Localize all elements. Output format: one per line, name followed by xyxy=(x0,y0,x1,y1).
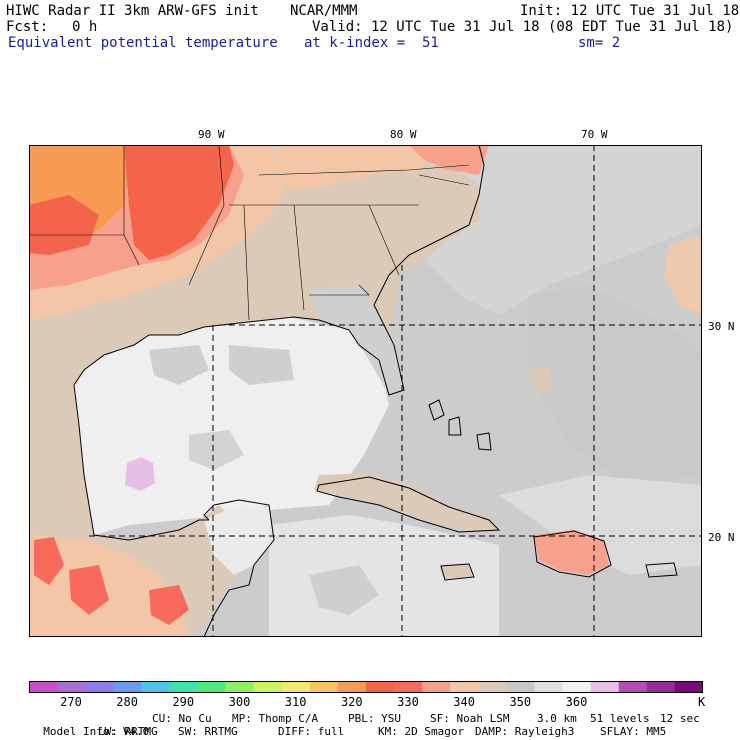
tan-patch-atlantic xyxy=(529,367,554,393)
footer-damp: DAMP: Rayleigh3 xyxy=(475,725,575,738)
footer-km: KM: 2D Smagor xyxy=(378,725,465,738)
footer-timestep: 12 sec xyxy=(660,712,700,725)
colorbar-tick-label: 320 xyxy=(340,695,363,709)
colorbar-tick-label: 310 xyxy=(284,695,307,709)
colorbar-frame xyxy=(29,681,703,693)
colorbar-swatch xyxy=(141,681,170,693)
colorbar-swatch xyxy=(478,681,507,693)
colorbar-swatch xyxy=(85,681,114,693)
model-info: Model Info: V4.0 xyxy=(43,725,150,738)
forecast-hour: 0 h xyxy=(72,19,98,35)
tan-patch-east xyxy=(664,235,702,315)
virginia-warm-region xyxy=(409,145,489,175)
footer-lw: LW: RRTMG xyxy=(98,725,158,738)
theta-e-map xyxy=(29,145,702,637)
footer-pbl: PBL: YSU xyxy=(348,712,401,725)
colorbar-swatch xyxy=(29,681,58,693)
footer-sw: SW: RRTMG xyxy=(178,725,238,738)
colorbar-swatch xyxy=(337,681,367,693)
footer-resolution: 3.0 km xyxy=(537,712,577,725)
footer-sf: SF: Noah LSM xyxy=(430,712,510,725)
smoothing-label: sm= 2 xyxy=(578,35,621,51)
purple-spot-1 xyxy=(125,457,155,491)
gulf-gray-blotch-3 xyxy=(189,430,244,470)
colorbar-swatch xyxy=(113,681,142,693)
colorbar-swatch xyxy=(309,681,339,693)
footer-diff: DIFF: full xyxy=(278,725,345,738)
colorbar-swatch xyxy=(57,681,86,693)
colorbar-swatch xyxy=(534,681,564,693)
mexico-hot-spot-2 xyxy=(69,565,109,615)
colorbar-swatch xyxy=(281,681,311,693)
texas-red-region xyxy=(29,195,99,255)
atlantic-mid-gray xyxy=(529,285,702,485)
colorbar-unit: K xyxy=(698,695,706,709)
cuba-field xyxy=(314,473,499,530)
colorbar-tick-label: 350 xyxy=(509,695,532,709)
mexico-warm-region xyxy=(29,535,189,637)
colorbar-swatch xyxy=(506,681,535,693)
colorbar-swatch xyxy=(422,681,451,693)
plot-title: HIWC Radar II 3km ARW-GFS init xyxy=(6,3,259,19)
florida-gray-region xyxy=(309,285,404,395)
colorbar-swatch xyxy=(646,681,676,693)
footer-mp: MP: Thomp C/A xyxy=(232,712,319,725)
init-time: Init: 12 UTC Tue 31 Jul 18 xyxy=(520,3,740,19)
colorbar-swatch xyxy=(366,681,395,693)
mexico-hot-spot-3 xyxy=(149,585,189,625)
valid-time: Valid: 12 UTC Tue 31 Jul 18 (08 EDT Tue … xyxy=(312,19,734,35)
footer-cu: CU: No Cu xyxy=(152,712,212,725)
footer-line-1: Model Info: V4.0 xyxy=(30,712,149,738)
gulf-gray-blotch-1 xyxy=(149,345,209,385)
map-frame xyxy=(29,145,702,637)
lon-label-90w: 90 W xyxy=(198,128,225,141)
colorbar-swatch xyxy=(394,681,423,693)
jamaica-field xyxy=(439,563,474,579)
field-name: Equivalent potential temperature xyxy=(8,35,278,51)
colorbar-swatch xyxy=(253,681,283,693)
arkansas-red-region xyxy=(124,145,234,260)
colorbar-swatch xyxy=(590,681,620,693)
lat-lon-grid xyxy=(89,145,702,637)
yucatan-field xyxy=(204,505,274,575)
footer-levels: 51 levels xyxy=(590,712,650,725)
colorbar-swatch xyxy=(169,681,198,693)
tennessee-warm-region xyxy=(274,145,429,190)
forecast-label: Fcst: xyxy=(6,19,49,35)
caribbean-gray-blotch xyxy=(309,565,379,615)
coastlines xyxy=(73,145,678,637)
colorbar-tick-label: 280 xyxy=(116,695,138,709)
state-borders xyxy=(29,145,470,321)
organization-label: NCAR/MMM xyxy=(290,3,358,19)
colorbar-tick-label: 330 xyxy=(397,695,419,709)
lon-label-80w: 80 W xyxy=(390,128,417,141)
colorbar-swatch xyxy=(450,681,479,693)
atlantic-gray-region xyxy=(409,145,702,315)
colorbar-tick-label: 270 xyxy=(60,695,82,709)
caribbean-light-region xyxy=(499,475,702,575)
footer-sflay: SFLAY: MM5 xyxy=(600,725,667,738)
colorbar-swatch xyxy=(674,681,703,693)
colorbar-swatch xyxy=(197,681,227,693)
lat-label-30n: 30 N xyxy=(708,320,735,333)
colorbar-tick-label: 360 xyxy=(565,695,588,709)
colorbar-tick-label: 340 xyxy=(453,695,475,709)
colorbar-swatch xyxy=(562,681,592,693)
level-label: at k-index = 51 xyxy=(304,35,439,51)
hispaniola-field xyxy=(534,530,609,575)
mexico-hot-spot-1 xyxy=(34,537,64,585)
lon-label-70w: 70 W xyxy=(581,128,608,141)
colorbar-swatch xyxy=(225,681,255,693)
colorbar-tick-label: 300 xyxy=(228,695,251,709)
lat-label-20n: 20 N xyxy=(708,531,735,544)
colorbar-swatch xyxy=(618,681,648,693)
colorbar-tick-label: 290 xyxy=(172,695,195,709)
colorbar xyxy=(29,681,703,693)
gulf-gray-blotch-2 xyxy=(229,345,294,385)
